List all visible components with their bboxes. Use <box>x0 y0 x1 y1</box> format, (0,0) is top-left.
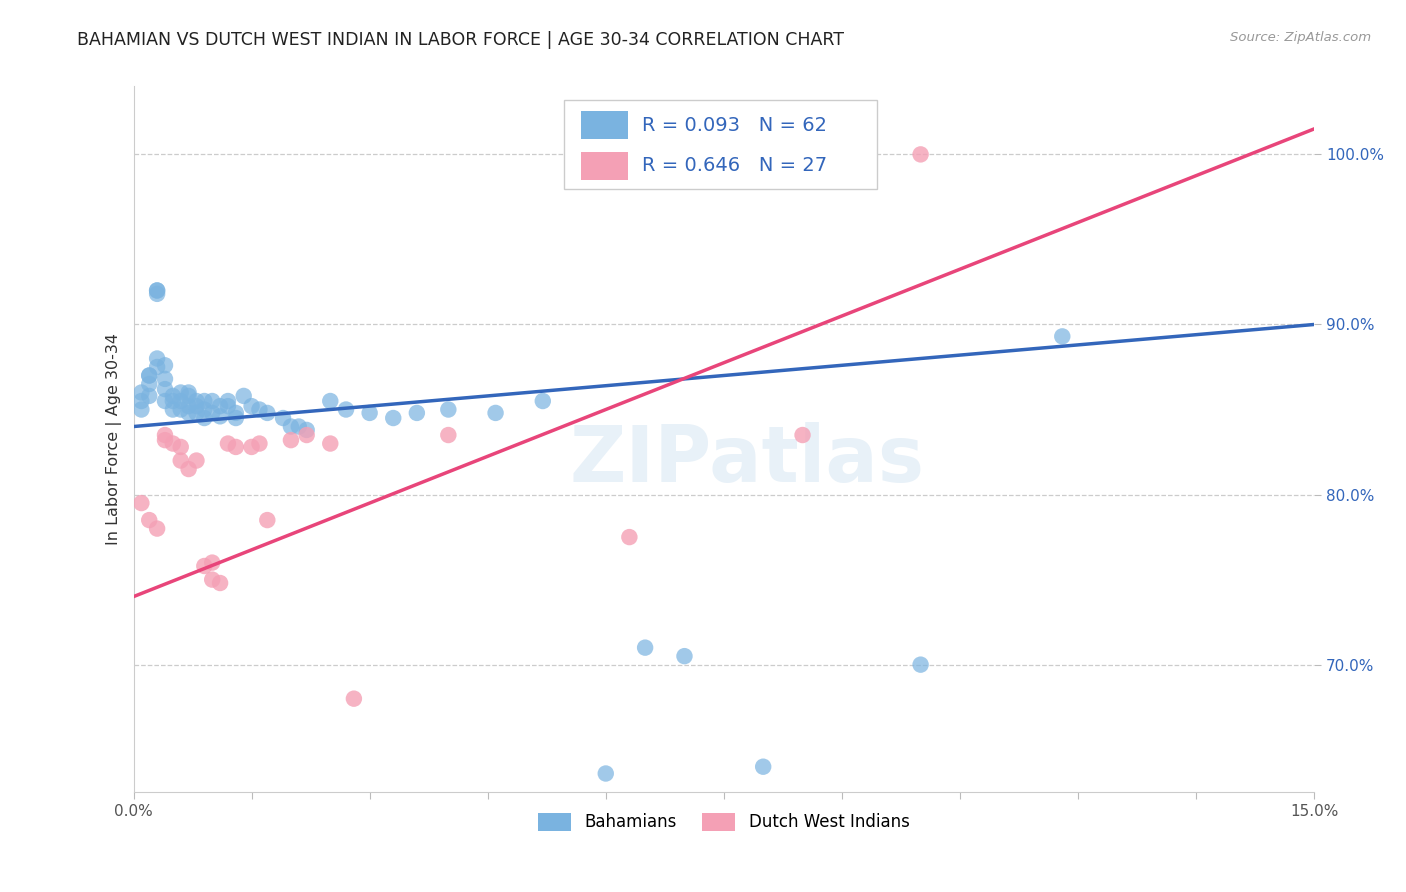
Point <box>619 530 641 544</box>
Text: BAHAMIAN VS DUTCH WEST INDIAN IN LABOR FORCE | AGE 30-34 CORRELATION CHART: BAHAMIAN VS DUTCH WEST INDIAN IN LABOR F… <box>77 31 845 49</box>
Point <box>792 428 814 442</box>
Text: ZIPatlas: ZIPatlas <box>569 423 925 499</box>
Text: R = 0.646   N = 27: R = 0.646 N = 27 <box>643 156 828 175</box>
Point <box>232 389 254 403</box>
Point <box>752 760 775 774</box>
Point <box>201 406 224 420</box>
Point <box>295 428 318 442</box>
FancyBboxPatch shape <box>581 112 628 139</box>
Point <box>209 576 232 591</box>
Point <box>201 556 224 570</box>
Point <box>138 513 160 527</box>
Point <box>162 436 184 450</box>
Point <box>162 389 184 403</box>
Point <box>209 399 232 413</box>
Point <box>170 385 193 400</box>
Point <box>217 436 239 450</box>
Point <box>131 496 153 510</box>
Point <box>153 428 176 442</box>
Legend: Bahamians, Dutch West Indians: Bahamians, Dutch West Indians <box>531 806 917 838</box>
Point <box>359 406 381 420</box>
Point <box>256 513 278 527</box>
Point <box>910 657 932 672</box>
Point <box>146 284 169 298</box>
Point <box>186 453 208 467</box>
Point <box>201 394 224 409</box>
Point <box>343 691 366 706</box>
Point <box>170 394 193 409</box>
Point <box>382 411 405 425</box>
Point <box>131 402 153 417</box>
Point <box>170 440 193 454</box>
Point <box>153 433 176 447</box>
Point <box>634 640 657 655</box>
Point <box>170 402 193 417</box>
Point <box>319 436 342 450</box>
Point <box>186 399 208 413</box>
Point <box>186 406 208 420</box>
Point <box>177 385 200 400</box>
Point <box>1052 329 1074 343</box>
Point <box>186 394 208 409</box>
Point <box>335 402 357 417</box>
Text: R = 0.093   N = 62: R = 0.093 N = 62 <box>643 116 827 135</box>
Point <box>405 406 427 420</box>
Point <box>153 359 176 373</box>
Point <box>240 399 263 413</box>
Point <box>138 368 160 383</box>
Point <box>201 573 224 587</box>
Point <box>249 402 271 417</box>
Point <box>193 402 215 417</box>
Point <box>225 440 247 454</box>
Point <box>146 522 169 536</box>
Point <box>217 399 239 413</box>
Point <box>138 377 160 392</box>
Point <box>131 385 153 400</box>
Point <box>153 382 176 396</box>
Point <box>295 423 318 437</box>
Point <box>673 649 696 664</box>
Point <box>177 389 200 403</box>
Point <box>271 411 294 425</box>
Point <box>146 284 169 298</box>
Point <box>256 406 278 420</box>
Point <box>193 394 215 409</box>
Point <box>193 559 215 574</box>
Point <box>249 436 271 450</box>
Point <box>162 402 184 417</box>
Point <box>437 402 460 417</box>
Point <box>288 419 311 434</box>
Point <box>531 394 554 409</box>
Point <box>170 453 193 467</box>
Point <box>146 286 169 301</box>
Point <box>319 394 342 409</box>
Point <box>162 394 184 409</box>
FancyBboxPatch shape <box>581 152 628 180</box>
Point <box>240 440 263 454</box>
Point <box>225 406 247 420</box>
Text: Source: ZipAtlas.com: Source: ZipAtlas.com <box>1230 31 1371 45</box>
Point <box>280 433 302 447</box>
Point <box>280 419 302 434</box>
Point <box>153 394 176 409</box>
Point <box>217 394 239 409</box>
Point <box>177 406 200 420</box>
Point <box>153 372 176 386</box>
Point <box>437 428 460 442</box>
Y-axis label: In Labor Force | Age 30-34: In Labor Force | Age 30-34 <box>107 334 122 545</box>
Point <box>209 409 232 424</box>
Point <box>595 766 617 780</box>
Point <box>225 411 247 425</box>
Point <box>146 359 169 374</box>
Point <box>484 406 506 420</box>
Point <box>177 399 200 413</box>
Point <box>193 411 215 425</box>
Point <box>138 368 160 383</box>
Point <box>910 147 932 161</box>
Point <box>146 351 169 366</box>
Point <box>177 462 200 476</box>
Point <box>131 394 153 409</box>
Point <box>138 389 160 403</box>
FancyBboxPatch shape <box>564 101 877 189</box>
